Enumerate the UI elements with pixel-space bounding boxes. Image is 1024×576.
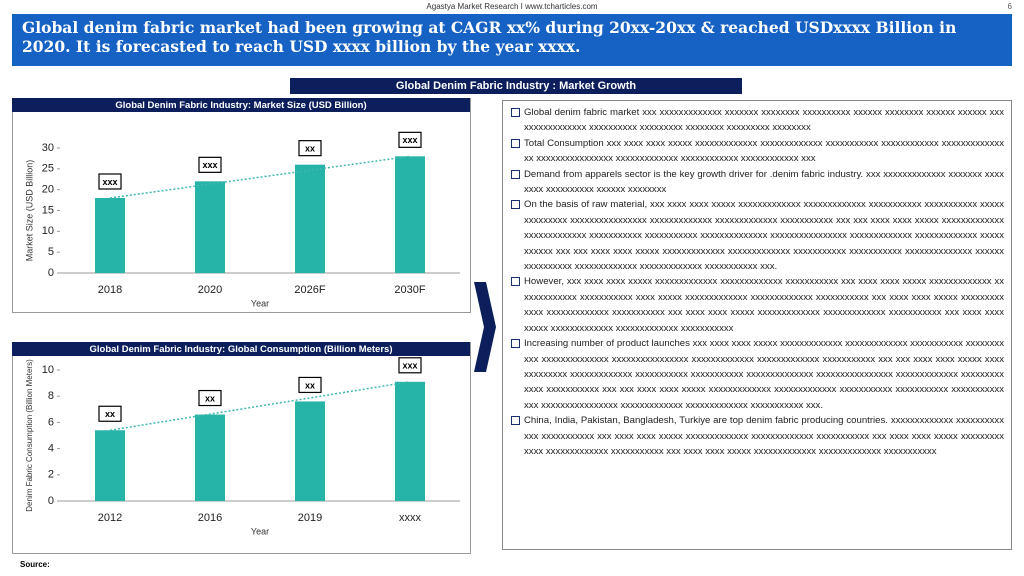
x-axis-label: Year — [251, 298, 269, 308]
bar — [195, 181, 225, 273]
y-tick-label: 0 — [48, 267, 54, 279]
bar — [95, 430, 125, 501]
annotation-box — [298, 376, 322, 394]
x-axis-label: Year — [251, 526, 269, 536]
x-tick-label: 2012 — [98, 512, 122, 524]
annotation-box — [198, 389, 222, 407]
y-tick-label: 0 — [48, 495, 54, 507]
bar — [395, 381, 425, 501]
annotation-box — [198, 156, 222, 173]
x-tick-label: 2030F — [394, 284, 425, 296]
y-axis-label: Market Size (USD Billion) — [24, 160, 34, 262]
source-line: Agastya Market Research I www.tcharticle… — [426, 2, 598, 11]
arrow — [474, 282, 496, 372]
y-tick-label: 15 — [42, 204, 54, 216]
bar — [295, 164, 325, 273]
trend-line — [109, 155, 411, 199]
y-tick-label: 10 — [42, 364, 54, 376]
bullet: On the basis of raw material, xxx xxxx x… — [510, 197, 1004, 274]
annotation: xxx — [402, 135, 417, 145]
y-tick-label: 10 — [42, 225, 54, 237]
bullet: Increasing number of product launches xx… — [510, 336, 1004, 413]
y-tick-label: 6 — [48, 416, 54, 428]
annotation: xx — [305, 144, 315, 154]
bar — [395, 156, 425, 273]
y-tick-label: 5 — [48, 246, 54, 258]
chart-title: Global Denim Fabric Industry: Global Con… — [90, 344, 393, 355]
bullet: Global denim fabric market xxx xxxxxxxxx… — [510, 105, 1004, 136]
annotation: xxx — [402, 361, 417, 371]
source: Source: — [20, 560, 50, 569]
bar — [95, 198, 125, 273]
bullet: Total Consumption xxx xxxx xxxx xxxxx xx… — [510, 136, 1004, 167]
x-tick-label: 2016 — [198, 512, 222, 524]
y-tick-label: 30 — [42, 142, 54, 154]
y-tick-label: 20 — [42, 184, 54, 196]
chart-title-bar — [12, 98, 470, 112]
annotation-box — [398, 357, 422, 374]
bullet: China, India, Pakistan, Bangladesh, Turk… — [510, 413, 1004, 459]
x-tick-label: xxxx — [399, 512, 422, 524]
annotation: xx — [305, 380, 315, 390]
annotation: xxx — [102, 177, 117, 187]
x-tick-label: 2018 — [98, 284, 122, 296]
x-tick-label: 2020 — [198, 284, 222, 296]
x-tick-label: 2026F — [294, 284, 325, 296]
annotation: xx — [205, 393, 215, 403]
bar — [195, 414, 225, 501]
annotation-box — [98, 405, 122, 422]
page-number: 6 — [1007, 2, 1012, 11]
annotation: xxx — [202, 160, 217, 170]
annotation-box — [398, 131, 422, 148]
section-title: Global Denim Fabric Industry : Market Gr… — [290, 78, 742, 94]
bullet: However, xxx xxxx xxxx xxxxx xxxxxxxxxxx… — [510, 274, 1004, 336]
trend-line — [109, 381, 411, 432]
y-tick-label: 2 — [48, 469, 54, 481]
y-tick-label: 25 — [42, 163, 54, 175]
bullet-list: Global denim fabric market xxx xxxxxxxxx… — [510, 105, 1004, 459]
y-tick-label: 8 — [48, 390, 54, 402]
annotation-box — [98, 173, 122, 190]
text-box: Global denim fabric market xxx xxxxxxxxx… — [502, 100, 1012, 550]
slide-title: Global denim fabric market had been grow… — [12, 14, 1012, 66]
y-tick-label: 4 — [48, 443, 54, 455]
bullet: Demand from apparels sector is the key g… — [510, 167, 1004, 198]
annotation-box — [298, 140, 322, 157]
chart-title-bar — [12, 342, 470, 356]
y-axis-label: Denim Fabric Consumption (Billion Meters… — [25, 359, 34, 512]
bar — [295, 401, 325, 501]
x-tick-label: 2019 — [298, 512, 322, 524]
chart-title: Global Denim Fabric Industry: Market Siz… — [115, 100, 366, 111]
annotation: xx — [105, 409, 115, 419]
